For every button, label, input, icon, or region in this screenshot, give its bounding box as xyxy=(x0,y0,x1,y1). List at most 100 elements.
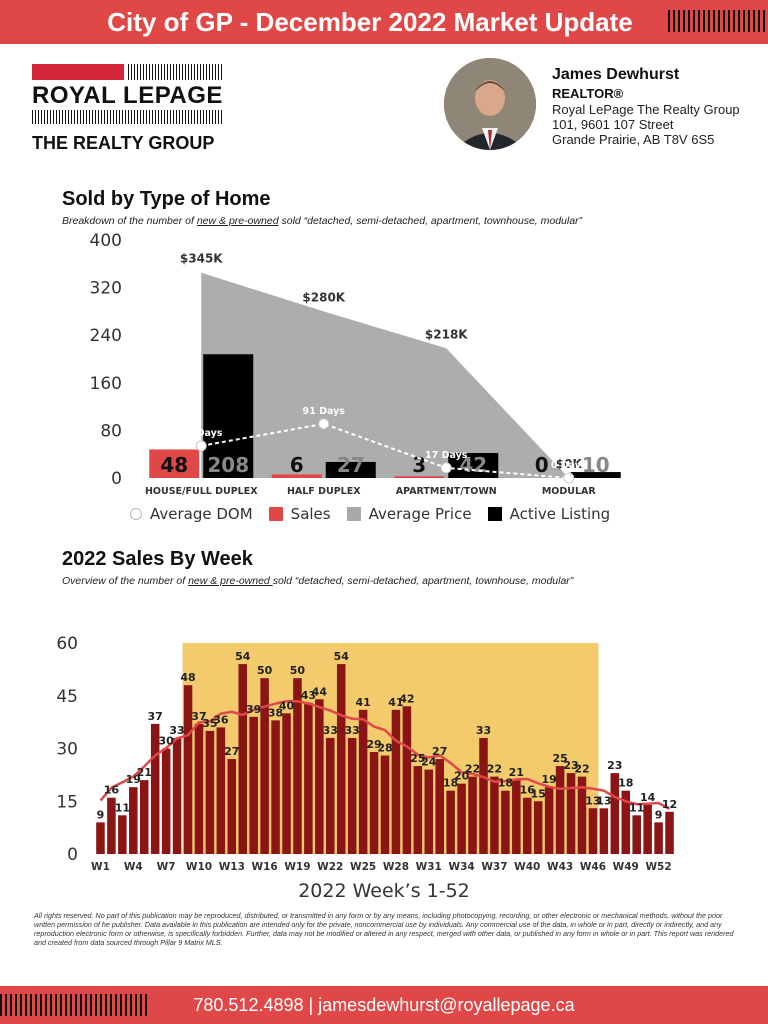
chart2-data-label: 54 xyxy=(235,650,251,663)
chart2-data-label: 11 xyxy=(629,801,644,814)
legend-item-sales: Sales xyxy=(268,505,331,523)
chart2-bar xyxy=(544,787,554,854)
chart2-bar xyxy=(665,811,674,854)
logo-barcode-top xyxy=(128,64,224,80)
agent-photo xyxy=(444,58,536,150)
chart2-bar xyxy=(577,776,587,854)
chart1-price-label: $280K xyxy=(302,290,345,304)
chart2-x-tick: W43 xyxy=(547,861,573,873)
chart2-bar xyxy=(468,776,477,854)
chart2-trend-line xyxy=(99,699,671,811)
chart2-bar xyxy=(566,773,576,854)
legend-dom-swatch xyxy=(130,508,142,520)
logo-red-block xyxy=(32,64,124,80)
chart1-sales-bar xyxy=(149,449,200,478)
agent-title: REALTOR® xyxy=(552,86,624,101)
chart1-active-label: 10 xyxy=(582,453,610,477)
chart2-x-tick: W34 xyxy=(449,861,475,873)
chart2-bar xyxy=(183,685,193,854)
chart1-legend: Average DOM Sales Average Price Active L… xyxy=(130,505,610,523)
chart2-data-label: 15 xyxy=(531,787,546,800)
chart2-data-label: 25 xyxy=(410,752,425,765)
chart1-sales-label: 3 xyxy=(412,453,426,477)
chart2-bar xyxy=(501,790,510,854)
chart1-y-tick: 80 xyxy=(100,421,122,441)
chart2-x-tick: W40 xyxy=(514,861,540,873)
chart2-data-label: 18 xyxy=(618,777,633,790)
chart2-bar xyxy=(599,808,609,854)
chart2-bar xyxy=(216,727,226,854)
chart2-bar xyxy=(479,737,488,854)
chart1-dom-label: 17 Days xyxy=(425,450,468,461)
chart2-data-label: 41 xyxy=(355,696,370,709)
legend-sales-label: Sales xyxy=(290,505,331,523)
chart1-sales-label: 0 xyxy=(535,453,549,477)
chart2-bar xyxy=(424,769,434,854)
chart2-y-tick: 15 xyxy=(56,792,78,812)
chart2-bar xyxy=(490,776,499,854)
chart2-bar xyxy=(457,783,466,854)
chart2-bar xyxy=(358,709,368,854)
legend-sales-swatch xyxy=(268,507,283,521)
chart2-data-label: 20 xyxy=(454,770,470,783)
logo-subtitle: THE REALTY GROUP xyxy=(32,133,215,153)
agent-address-2: Grande Prairie, AB T8V 6S5 xyxy=(552,132,715,147)
section2-subtitle-underlined: new & pre-owned xyxy=(188,575,273,587)
chart1-x-tick: MODULAR xyxy=(542,486,597,497)
chart2-data-label: 50 xyxy=(290,664,306,677)
chart2-bar xyxy=(205,730,215,854)
chart2-y-tick: 60 xyxy=(56,634,78,654)
chart2-data-label: 9 xyxy=(97,808,105,821)
chart2-data-label: 44 xyxy=(312,685,328,698)
chart2-y-tick: 45 xyxy=(56,687,78,707)
chart1-active-bar xyxy=(203,354,254,478)
legend-dom-label: Average DOM xyxy=(150,505,253,523)
chart1-dom-point xyxy=(563,472,575,484)
legend-item-active: Active Listing xyxy=(487,505,611,523)
chart1-dom-label: 54 Days xyxy=(180,428,223,439)
chart2-bar xyxy=(336,664,346,854)
chart2-data-label: 38 xyxy=(268,706,283,719)
chart2-bar xyxy=(380,755,390,854)
legend-item-dom: Average DOM xyxy=(130,505,253,523)
chart2-x-tick: W49 xyxy=(613,861,639,873)
chart1-y-tick: 0 xyxy=(111,469,122,489)
chart1-y-tick: 160 xyxy=(90,374,122,394)
chart2-bar xyxy=(446,790,455,854)
chart2-bar xyxy=(150,723,160,854)
chart1-sales-label: 48 xyxy=(160,453,188,477)
chart2-data-label: 50 xyxy=(257,664,273,677)
chart2-x-tick: W13 xyxy=(219,861,245,873)
chart2-data-label: 13 xyxy=(596,794,611,807)
agent-address-1: 101, 9601 107 Street xyxy=(552,117,674,132)
footer-contact: 780.512.4898 | jamesdewhurst@royallepage… xyxy=(193,995,575,1015)
chart2-bar xyxy=(347,737,357,854)
chart1-dom-line xyxy=(201,422,569,479)
chart2-data-label: 13 xyxy=(585,794,600,807)
legend-active-label: Active Listing xyxy=(509,505,611,523)
chart2-x-tick: W7 xyxy=(157,861,176,873)
chart2-bar xyxy=(172,737,182,854)
chart2-data-label: 22 xyxy=(465,763,480,776)
section1-title: Sold by Type of Home xyxy=(62,188,271,210)
chart2-data-label: 42 xyxy=(399,692,414,705)
chart1-active-bar xyxy=(448,453,499,478)
chart2-data-label: 33 xyxy=(476,724,491,737)
section1-subtitle-post: sold “detached, semi-detached, apartment… xyxy=(278,215,583,227)
chart2-data-label: 19 xyxy=(126,773,141,786)
chart1-active-bar xyxy=(325,461,376,478)
chart2-x-tick: W10 xyxy=(186,861,212,873)
chart2-data-label: 23 xyxy=(607,759,622,772)
chart2-data-label: 27 xyxy=(224,745,239,758)
chart1-y-tick: 240 xyxy=(90,326,122,346)
chart2-bar xyxy=(271,720,280,854)
chart2-data-label: 36 xyxy=(213,713,229,726)
chart2-data-label: 37 xyxy=(148,710,163,723)
chart2-bar xyxy=(139,780,149,854)
chart2-data-label: 18 xyxy=(498,777,513,790)
chart2-x-tick: W46 xyxy=(580,861,606,873)
chart1-sales-label: 6 xyxy=(290,453,304,477)
agent-name: James Dewhurst xyxy=(552,66,680,83)
chart2-data-label: 40 xyxy=(279,699,295,712)
chart2-data-label: 41 xyxy=(388,696,403,709)
